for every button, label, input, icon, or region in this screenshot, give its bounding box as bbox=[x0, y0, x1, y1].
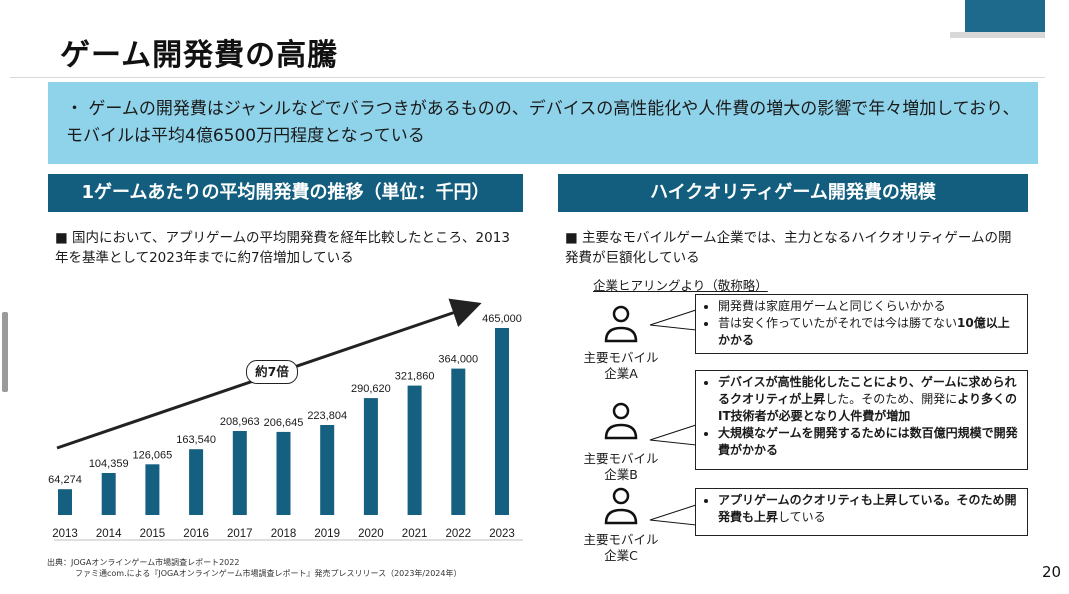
company-a: 主要モバイル 企業A bbox=[571, 350, 671, 382]
value-label-2018: 206,645 bbox=[264, 417, 304, 429]
value-label-2017: 208,963 bbox=[220, 416, 260, 428]
company-b: 主要モバイル 企業B bbox=[571, 451, 671, 483]
callout-a-item-2: 昔は安く作っていたがそれでは今は勝てない10億以上かかる bbox=[718, 315, 1019, 349]
bar-2016 bbox=[189, 449, 204, 515]
bar-2017 bbox=[232, 431, 247, 515]
value-label-2023: 465,000 bbox=[482, 313, 522, 325]
dev-cost-bar-chart: 64,274 2013 104,359 2014 126,065 2015 163,540 2… bbox=[48, 298, 523, 541]
callout-c-item-1-bold: アプリゲームのクオリティも上昇している。そのため開発費も上昇 bbox=[718, 493, 1017, 524]
side-scroll-handle[interactable] bbox=[2, 312, 8, 392]
callout-c: アプリゲームのクオリティも上昇している。そのため開発費も上昇している bbox=[695, 488, 1028, 536]
slide-title: ゲーム開発費の高騰 bbox=[60, 38, 339, 73]
value-label-2020: 290,620 bbox=[351, 383, 391, 395]
callout-b-item-2: 大規模なゲームを開発するためには数百億円規模で開発費がかかる bbox=[718, 425, 1019, 459]
callout-c-item-1-plain: している bbox=[778, 510, 826, 524]
bar-2020 bbox=[363, 398, 378, 515]
source-note: 出典：JOGAオンラインゲーム市場調査レポート2022 ファミ通com.による『… bbox=[47, 557, 462, 579]
right-bullet: ■ 主要なモバイルゲーム企業では、主力となるハイクオリティゲームの開発費が巨額化… bbox=[565, 230, 1012, 266]
x-tick-2020: 2020 bbox=[358, 528, 384, 540]
callout-b-item-1-bold2: より多くのIT技術者が必要となり人件費が増加 bbox=[718, 392, 1018, 423]
x-tick-2013: 2013 bbox=[52, 528, 78, 540]
x-tick-2017: 2017 bbox=[227, 528, 253, 540]
value-label-2014: 104,359 bbox=[89, 458, 129, 470]
value-label-2016: 163,540 bbox=[176, 434, 216, 446]
right-section-header: ハイクオリティゲーム開発費の規模 bbox=[558, 174, 1028, 212]
callout-a-item-1: 開発費は家庭用ゲームと同じくらいかかる bbox=[718, 298, 1019, 315]
x-tick-2023: 2023 bbox=[489, 528, 515, 540]
corner-accent-stripe bbox=[950, 32, 1045, 38]
x-tick-2019: 2019 bbox=[314, 528, 340, 540]
callout-c-item-1: アプリゲームのクオリティも上昇している。そのため開発費も上昇している bbox=[718, 492, 1019, 526]
value-label-2021: 321,860 bbox=[395, 371, 435, 383]
callout-a: 開発費は家庭用ゲームと同じくらいかかる 昔は安く作っていたがそれでは今は勝てない… bbox=[695, 294, 1028, 354]
callout-b-item-1: デバイスが高性能化したことにより、ゲームに求められるクオリティが上昇した。そのた… bbox=[718, 374, 1019, 425]
hearing-label: 企業ヒアリングより（敬称略） bbox=[593, 278, 768, 293]
x-tick-2018: 2018 bbox=[271, 528, 297, 540]
company-a-line1: 主要モバイル bbox=[583, 350, 659, 365]
left-bullet: ■ 国内において、アプリゲームの平均開発費を経年比較したところ、2013年を基準… bbox=[55, 230, 510, 266]
callout-c-pointer bbox=[649, 504, 697, 526]
bar-2014 bbox=[101, 473, 116, 515]
source-line-2: ファミ通com.による『JOGAオンラインゲーム市場調査レポート』発売プレスリリ… bbox=[75, 569, 462, 578]
callout-b-pointer bbox=[649, 424, 697, 446]
bar-2018 bbox=[276, 431, 291, 515]
company-c-line2: 企業C bbox=[604, 548, 638, 563]
company-b-line1: 主要モバイル bbox=[583, 451, 659, 466]
summary-text: ・ ゲームの開発費はジャンルなどでバラつきがあるものの、デバイスの高性能化や人件… bbox=[66, 99, 1020, 146]
corner-accent bbox=[965, 0, 1045, 32]
person-icon-b bbox=[604, 402, 638, 440]
summary-box: ・ ゲームの開発費はジャンルなどでバラつきがあるものの、デバイスの高性能化や人件… bbox=[48, 82, 1038, 164]
growth-label: 約7倍 bbox=[246, 360, 298, 384]
callout-b-item-1-plain: した。そのため、開発に bbox=[825, 392, 958, 406]
bar-2021 bbox=[407, 385, 422, 515]
bar-2013 bbox=[58, 489, 72, 515]
source-line-1: 出典：JOGAオンラインゲーム市場調査レポート2022 bbox=[47, 558, 240, 567]
left-section-header: 1ゲームあたりの平均開発費の推移（単位：千円） bbox=[48, 174, 523, 212]
value-label-2013: 64,274 bbox=[48, 474, 82, 486]
bar-2015 bbox=[145, 464, 160, 515]
person-icon-a bbox=[604, 305, 638, 343]
x-tick-2015: 2015 bbox=[140, 528, 166, 540]
value-label-2015: 126,065 bbox=[133, 449, 173, 461]
x-tick-2014: 2014 bbox=[96, 528, 122, 540]
callout-a-pointer bbox=[649, 309, 697, 331]
x-tick-2021: 2021 bbox=[402, 528, 428, 540]
callout-b: デバイスが高性能化したことにより、ゲームに求められるクオリティが上昇した。そのた… bbox=[695, 370, 1028, 470]
x-tick-2022: 2022 bbox=[446, 528, 472, 540]
page-number: 20 bbox=[1042, 563, 1062, 581]
company-b-line2: 企業B bbox=[604, 467, 638, 482]
company-c-line1: 主要モバイル bbox=[583, 532, 659, 547]
bar-2022 bbox=[451, 368, 466, 515]
callout-b-item-1-bold: デバイスが高性能化したことにより、ゲームに求められるクオリティが上昇 bbox=[718, 375, 1017, 406]
bar-2023 bbox=[495, 328, 509, 515]
value-label-2022: 364,000 bbox=[438, 354, 478, 366]
title-divider bbox=[10, 77, 1045, 78]
company-c: 主要モバイル 企業C bbox=[571, 532, 671, 564]
callout-a-item-2-bold: 10億以上かかる bbox=[718, 316, 1010, 347]
person-icon-c bbox=[604, 487, 638, 525]
x-tick-2016: 2016 bbox=[183, 528, 209, 540]
value-label-2019: 223,804 bbox=[307, 410, 347, 422]
slide: ゲーム開発費の高騰 ・ ゲームの開発費はジャンルなどでバラつきがあるものの、デバ… bbox=[10, 0, 1061, 594]
company-a-line2: 企業A bbox=[604, 366, 638, 381]
bar-2019 bbox=[320, 425, 335, 515]
callout-a-item-2-plain: 昔は安く作っていたがそれでは今は勝てない bbox=[718, 316, 958, 330]
